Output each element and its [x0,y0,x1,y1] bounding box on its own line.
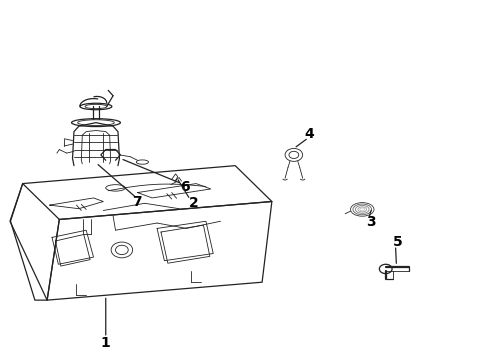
Text: 1: 1 [101,336,111,350]
Text: 5: 5 [392,235,402,249]
Text: 4: 4 [305,127,315,141]
Text: 7: 7 [132,194,141,208]
Text: 2: 2 [189,196,198,210]
Text: 3: 3 [366,215,376,229]
Text: 6: 6 [181,180,190,194]
